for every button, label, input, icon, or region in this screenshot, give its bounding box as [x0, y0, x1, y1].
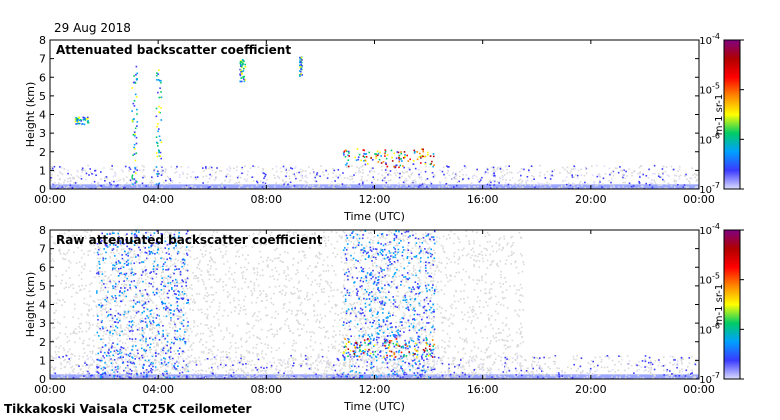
x-tick-label: 16:00 — [467, 383, 499, 396]
colorbar-unit: m-1 sr-1 — [714, 284, 725, 326]
x-tick-label: 12:00 — [359, 193, 391, 206]
feature-low-backscatter-layer — [50, 164, 699, 189]
y-tick-label: 1 — [39, 354, 46, 367]
date-label: 29 Aug 2018 — [54, 21, 131, 35]
x-tick-label: 12:00 — [359, 383, 391, 396]
x-tick-label: 20:00 — [575, 193, 607, 206]
feature-clouds — [342, 338, 436, 359]
feature-noise — [342, 230, 436, 379]
y-tick-label: 8 — [39, 34, 46, 47]
y-tick-label: 5 — [39, 280, 46, 293]
y-tick-label: 1 — [39, 164, 46, 177]
y-tick-label: 3 — [39, 127, 46, 140]
y-axis-label: Height (km) — [24, 82, 37, 148]
x-tick-label: 00:00 — [683, 383, 715, 396]
y-tick-label: 4 — [39, 109, 46, 122]
x-tick-label: 20:00 — [575, 383, 607, 396]
x-tick-label: 00:00 — [34, 193, 66, 206]
y-tick-label: 6 — [39, 71, 46, 84]
y-tick-label: 2 — [39, 146, 46, 159]
x-tick-label: 00:00 — [683, 193, 715, 206]
colorbar-tick-label: 10-4 — [699, 222, 720, 237]
y-tick-label: 5 — [39, 90, 46, 103]
y-tick-label: 8 — [39, 224, 46, 237]
y-axis-label: Height (km) — [24, 272, 37, 338]
x-tick-label: 04:00 — [142, 193, 174, 206]
feature-noise — [96, 230, 190, 379]
heatmap-data — [50, 230, 699, 379]
x-tick-label: 00:00 — [34, 383, 66, 396]
y-tick-label: 3 — [39, 317, 46, 330]
colorbar-tick-label: 10-7 — [699, 371, 720, 386]
station-label: Tikkakoski Vaisala CT25K ceilometer — [4, 402, 252, 416]
feature-cloud — [299, 56, 303, 77]
x-tick-label: 08:00 — [250, 193, 282, 206]
y-tick-label: 0 — [39, 183, 46, 196]
x-axis-label: Time (UTC) — [343, 210, 405, 223]
feature-precipitation — [131, 65, 139, 185]
feature-precipitation — [155, 69, 163, 186]
y-tick-label: 4 — [39, 299, 46, 312]
x-tick-label: 08:00 — [250, 383, 282, 396]
x-tick-label: 04:00 — [142, 383, 174, 396]
colorbar — [723, 39, 741, 190]
y-tick-label: 7 — [39, 243, 46, 256]
y-tick-label: 2 — [39, 336, 46, 349]
y-tick-label: 0 — [39, 373, 46, 386]
feature-cloud — [74, 116, 90, 126]
panel-title: Attenuated backscatter coefficient — [56, 43, 291, 57]
feature-clouds — [342, 148, 435, 169]
colorbar-unit: m-1 sr-1 — [714, 94, 725, 136]
colorbar — [723, 229, 741, 380]
x-tick-label: 16:00 — [467, 193, 499, 206]
feature-cloud — [239, 59, 247, 83]
y-tick-label: 7 — [39, 53, 46, 66]
y-tick-label: 6 — [39, 261, 46, 274]
panel-title: Raw attenuated backscatter coefficient — [56, 233, 323, 247]
x-axis-label: Time (UTC) — [343, 400, 405, 413]
feature-low-backscatter-layer — [50, 354, 699, 379]
